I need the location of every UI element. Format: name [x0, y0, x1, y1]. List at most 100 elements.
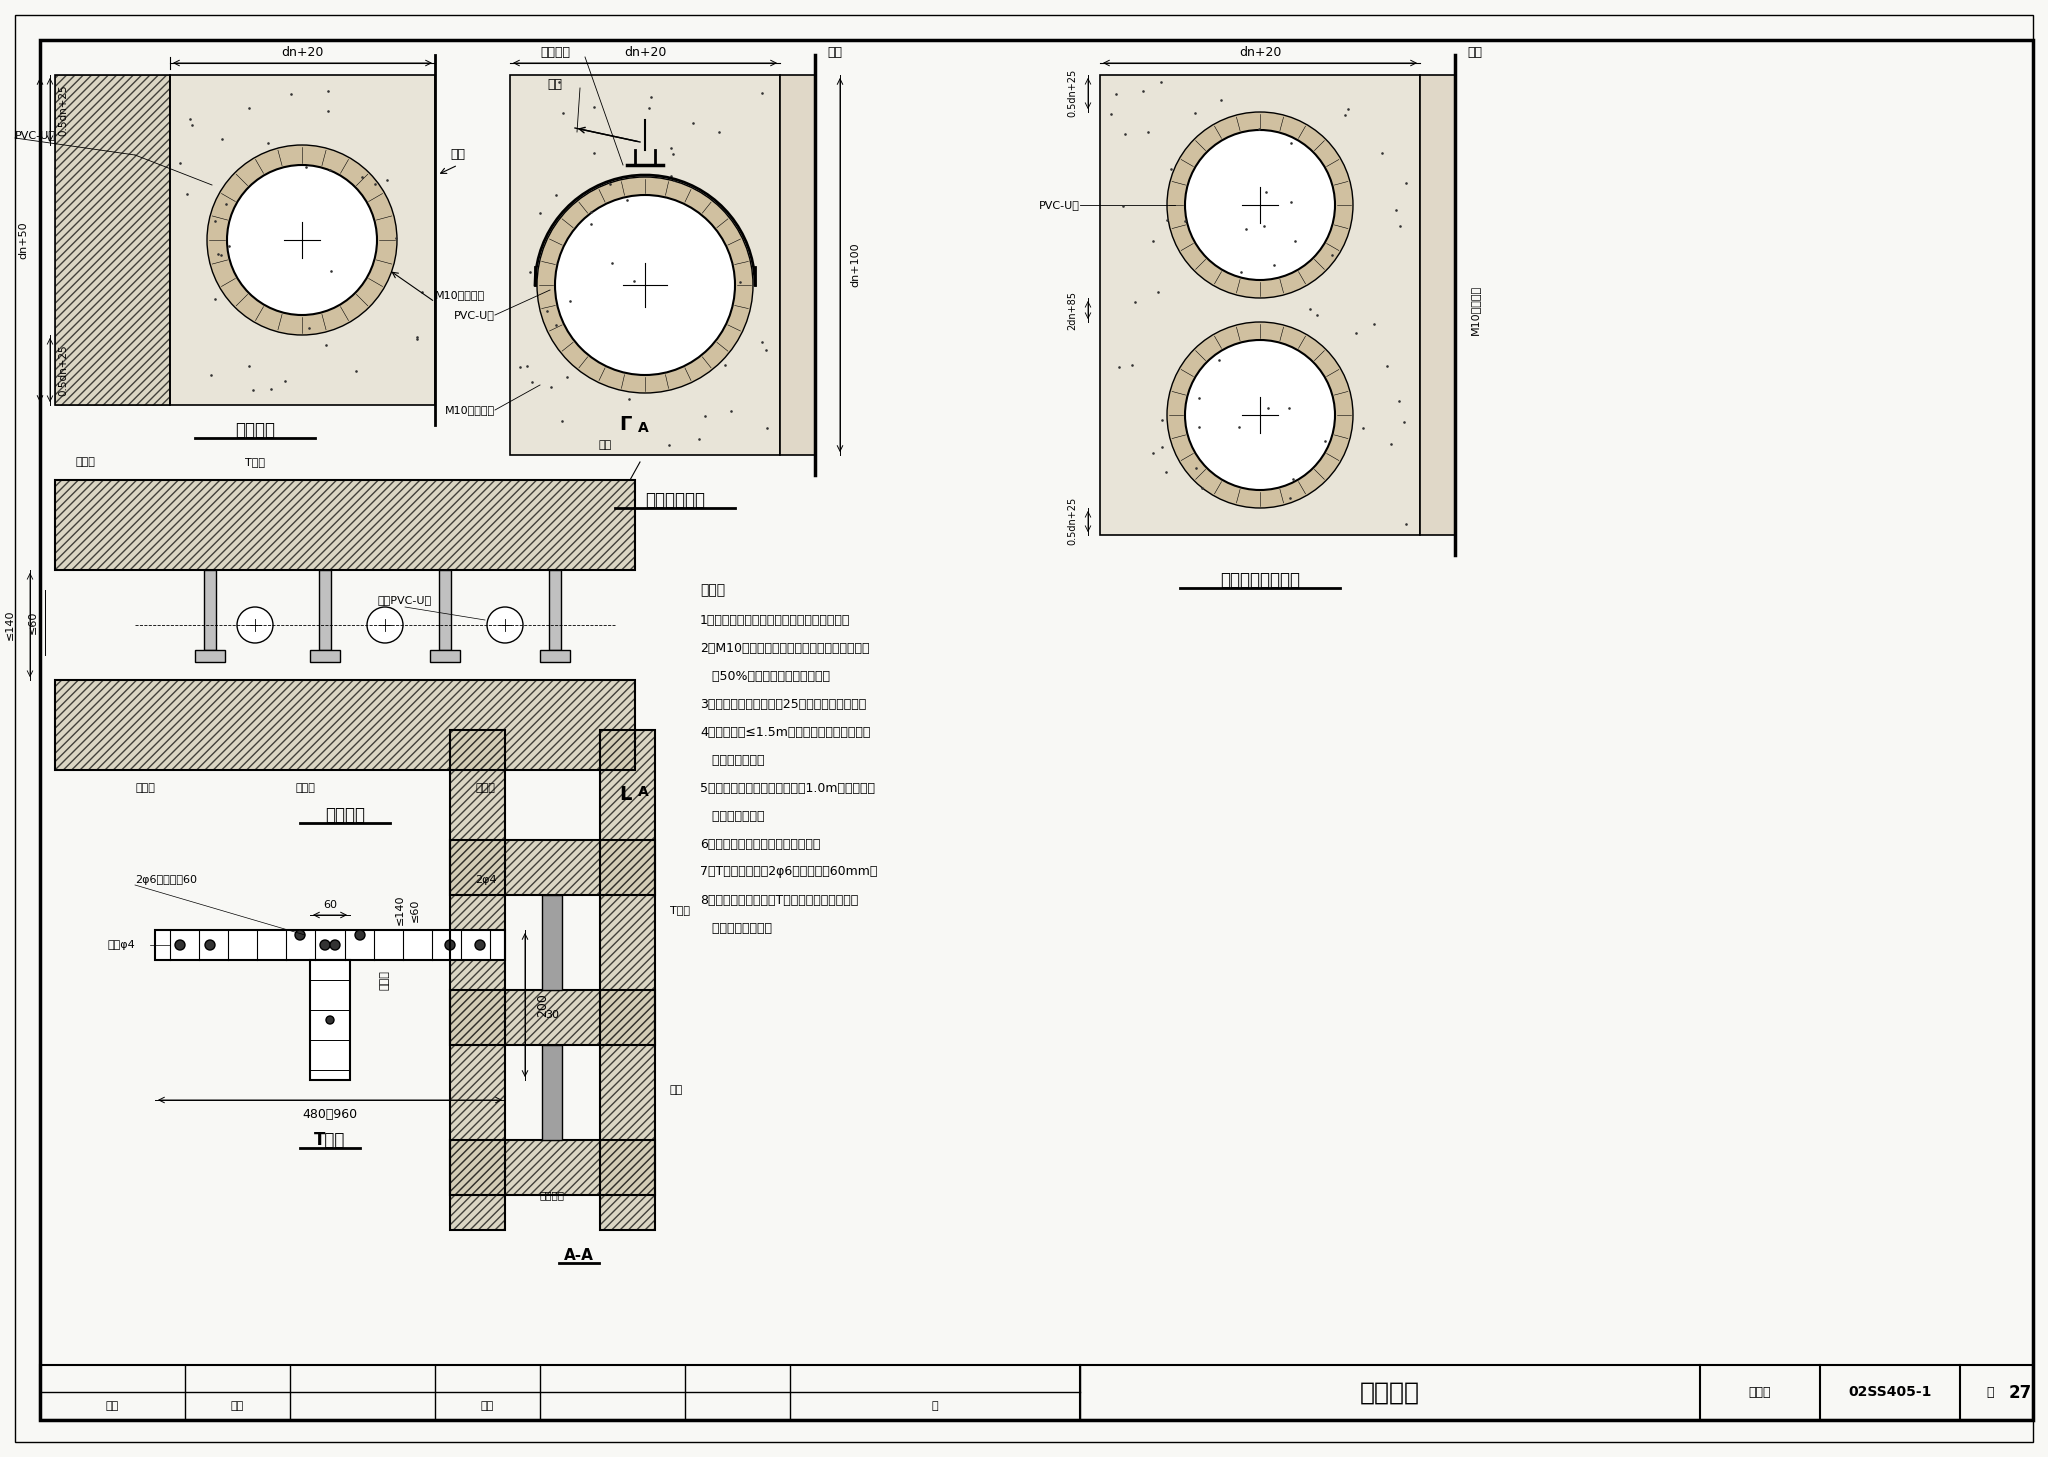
Point [504, 356, 537, 379]
Text: 接角阀: 接角阀 [295, 782, 315, 793]
Circle shape [555, 195, 735, 374]
Text: ≤60: ≤60 [29, 610, 39, 634]
Point [1126, 80, 1159, 103]
Point [289, 156, 322, 179]
Text: 嵌墙管卡安装: 嵌墙管卡安装 [645, 491, 705, 508]
Bar [55, 680, 635, 769]
Point [1116, 354, 1149, 377]
Point [1309, 430, 1341, 453]
Point [1274, 191, 1307, 214]
Point [1145, 71, 1178, 95]
Text: 27: 27 [2009, 1384, 2032, 1402]
Circle shape [487, 608, 522, 643]
Point [401, 326, 434, 350]
Circle shape [330, 940, 340, 950]
Point [616, 270, 649, 293]
Text: dn+20: dn+20 [281, 47, 324, 60]
Bar [451, 841, 655, 895]
Point [657, 141, 690, 165]
Point [594, 172, 627, 195]
Text: M10水泥砂浆: M10水泥砂浆 [444, 405, 496, 415]
Text: 7．T型板楔块其中2φ6比其它短等60mm。: 7．T型板楔块其中2φ6比其它短等60mm。 [700, 865, 877, 879]
Circle shape [1167, 112, 1354, 299]
Point [1186, 476, 1219, 500]
Text: T型板: T型板 [670, 905, 690, 915]
Text: PVC-U管: PVC-U管 [1038, 200, 1079, 210]
Text: 02SS405-1: 02SS405-1 [1847, 1386, 1931, 1400]
Point [1145, 436, 1178, 459]
Bar [55, 680, 635, 769]
Point [1137, 441, 1169, 465]
Circle shape [238, 608, 272, 643]
Text: 校对: 校对 [229, 1402, 244, 1412]
Point [535, 374, 567, 398]
Text: 短筋φ4: 短筋φ4 [106, 940, 135, 950]
Point [578, 141, 610, 165]
Point [1137, 229, 1169, 252]
Text: 8．管尼可由夹壁墙、T型板、隔墙组成，做法: 8．管尼可由夹壁墙、T型板、隔墙组成，做法 [700, 893, 858, 906]
Text: dn+20: dn+20 [625, 47, 666, 60]
Text: ≤60: ≤60 [410, 899, 420, 922]
Point [612, 388, 645, 411]
Bar [156, 930, 506, 960]
Bar [1100, 74, 1419, 535]
Text: 必须设置管卡。: 必须设置管卡。 [700, 753, 764, 766]
Point [1272, 396, 1305, 420]
Bar [451, 1139, 655, 1195]
Text: 说明：: 说明： [700, 583, 725, 597]
Text: 立管: 立管 [598, 440, 612, 450]
Point [702, 121, 735, 144]
Text: 钢钉: 钢钉 [547, 79, 563, 92]
Point [313, 159, 346, 182]
Bar [510, 74, 780, 455]
Bar [451, 989, 655, 1045]
Point [1223, 415, 1255, 439]
Point [1389, 513, 1421, 536]
Text: 0.5dn+25: 0.5dn+25 [57, 85, 68, 136]
Text: PVC-U管: PVC-U管 [455, 310, 496, 321]
Point [311, 99, 344, 122]
Circle shape [1167, 322, 1354, 508]
Text: 4．管卡间距≤1.5m，管道转弯及穿墙三通处: 4．管卡间距≤1.5m，管道转弯及穿墙三通处 [700, 726, 870, 739]
Text: 0.5dn+25: 0.5dn+25 [1067, 497, 1077, 545]
Point [1331, 98, 1364, 121]
Point [1096, 102, 1128, 125]
Point [547, 409, 580, 433]
Point [539, 184, 571, 207]
Circle shape [174, 940, 184, 950]
Text: 1．管道嵌实应在隐蔽工程验收完成后进行。: 1．管道嵌实应在隐蔽工程验收完成后进行。 [700, 613, 850, 627]
Point [530, 299, 563, 322]
Point [575, 201, 608, 224]
Text: 5．楼管嵌实心墙开槽长度超过1.0m时，应征得: 5．楼管嵌实心墙开槽长度超过1.0m时，应征得 [700, 781, 874, 794]
Point [371, 168, 403, 191]
Text: 30: 30 [545, 1010, 559, 1020]
Point [1389, 411, 1421, 434]
Text: 塑料管卡: 塑料管卡 [541, 47, 569, 60]
Point [524, 201, 557, 224]
Text: M10水泥砂浆: M10水泥砂浆 [434, 290, 485, 300]
Text: Γ: Γ [618, 415, 631, 434]
Text: 2dn+85: 2dn+85 [1067, 290, 1077, 329]
Point [254, 377, 287, 401]
Bar [309, 960, 350, 1080]
Point [1180, 456, 1212, 479]
Point [1278, 230, 1311, 254]
Text: 审核: 审核 [104, 1402, 119, 1412]
Circle shape [354, 930, 365, 940]
Circle shape [475, 940, 485, 950]
Bar [438, 570, 451, 650]
Text: 2φ4: 2φ4 [475, 876, 496, 884]
Point [1389, 172, 1421, 195]
Bar [451, 730, 506, 1230]
Point [653, 165, 686, 188]
Circle shape [295, 930, 305, 940]
Point [401, 325, 434, 348]
Point [293, 316, 326, 339]
Circle shape [367, 608, 403, 643]
Bar [510, 74, 780, 455]
Bar [195, 650, 225, 661]
Point [573, 213, 606, 236]
Point [1294, 297, 1327, 321]
Text: dn+100: dn+100 [850, 243, 860, 287]
Point [346, 166, 379, 189]
